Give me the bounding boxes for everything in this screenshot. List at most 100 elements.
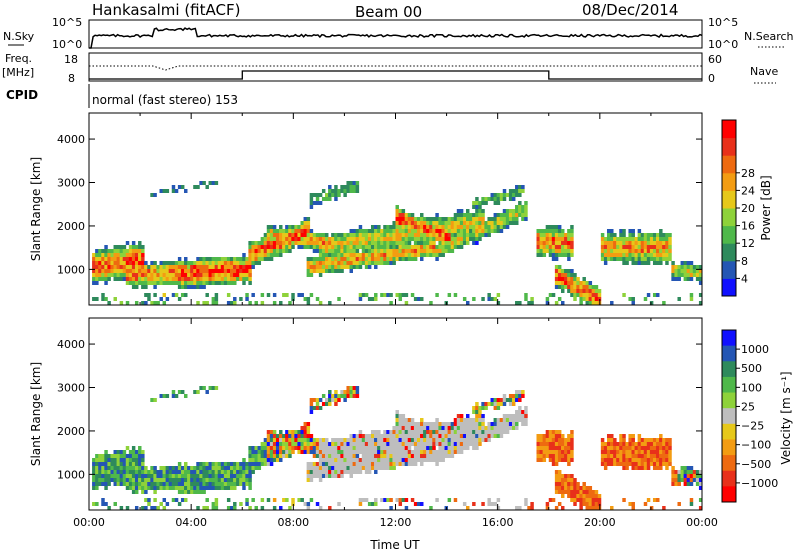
power-cell: [331, 241, 335, 245]
power-cell: [226, 293, 231, 297]
power-cell: [453, 241, 458, 245]
velocity-cell: [594, 506, 599, 510]
power-cell: [150, 269, 154, 273]
velocity-cell: [119, 458, 124, 462]
velocity-cell: [168, 486, 173, 490]
power-cell: [300, 237, 304, 241]
power-cell: [444, 241, 449, 245]
power-cell: [303, 225, 308, 229]
power-cell: [386, 237, 390, 241]
power-cell: [668, 245, 672, 249]
velocity-cell: [358, 462, 363, 466]
power-cell: [447, 293, 452, 297]
power-cell: [551, 245, 556, 249]
velocity-cell: [325, 466, 329, 470]
velocity-cell: [469, 426, 473, 430]
power-cell: [631, 237, 635, 241]
power-cell: [131, 253, 136, 257]
power-cell: [361, 253, 366, 257]
power-cell: [309, 193, 314, 197]
velocity-cell: [272, 442, 277, 446]
power-cell: [125, 273, 130, 277]
power-cell: [502, 197, 507, 201]
colorbar-swatch: [722, 439, 736, 456]
power-cell: [321, 189, 326, 193]
power-cell: [226, 257, 231, 261]
velocity-cell: [401, 450, 406, 454]
velocity-cell: [395, 442, 399, 446]
velocity-cell: [104, 470, 108, 474]
velocity-cell: [355, 466, 360, 470]
power-cell: [465, 237, 470, 241]
velocity-cell: [456, 430, 461, 434]
velocity-cell: [564, 446, 568, 450]
velocity-cell: [92, 462, 96, 466]
power-cell: [588, 297, 593, 301]
power-cell: [144, 301, 148, 305]
power-cell: [321, 265, 326, 269]
velocity-cell: [484, 434, 488, 438]
power-cell: [331, 261, 335, 265]
power-cell: [168, 277, 173, 281]
velocity-cell: [610, 438, 614, 442]
velocity-cell: [637, 438, 642, 442]
power-cell: [337, 233, 341, 237]
power-cell: [395, 229, 399, 233]
velocity-cell: [349, 434, 353, 438]
velocity-cell: [518, 418, 522, 422]
power-cell: [364, 261, 369, 265]
velocity-cell: [168, 470, 173, 474]
power-cell: [233, 273, 237, 277]
power-cell: [202, 273, 206, 277]
power-cell: [401, 217, 406, 221]
power-cell: [318, 301, 323, 305]
colorbar-swatch: [722, 330, 736, 347]
power-cell: [122, 257, 127, 261]
power-cell: [545, 249, 550, 253]
velocity-cell: [325, 446, 329, 450]
power-cell: [478, 209, 482, 213]
velocity-cell: [432, 434, 436, 438]
power-cell: [285, 249, 289, 253]
power-cell: [484, 201, 488, 205]
velocity-cell: [282, 454, 286, 458]
velocity-cell: [328, 462, 332, 466]
power-cell: [542, 229, 547, 233]
power-cell: [134, 265, 139, 269]
velocity-cell: [606, 442, 611, 446]
velocity-cell: [493, 434, 498, 438]
velocity-cell: [567, 486, 571, 490]
power-cell: [570, 229, 574, 233]
velocity-cell: [180, 498, 185, 502]
power-cell: [511, 213, 516, 217]
velocity-cell: [588, 498, 593, 502]
power-cell: [554, 265, 559, 269]
velocity-cell: [622, 498, 626, 502]
velocity-cell: [423, 426, 427, 430]
velocity-cell: [337, 502, 341, 506]
velocity-cell: [309, 474, 314, 478]
velocity-cell: [536, 434, 540, 438]
velocity-cell: [266, 438, 271, 442]
power-cell: [343, 185, 347, 189]
velocity-cell: [138, 478, 142, 482]
power-cell: [392, 257, 396, 261]
velocity-cell: [318, 438, 323, 442]
power-cell: [334, 237, 338, 241]
velocity-cell: [496, 402, 501, 406]
velocity-cell: [107, 506, 111, 510]
velocity-cell: [677, 470, 681, 474]
velocity-cell: [340, 466, 344, 470]
velocity-cell: [343, 438, 347, 442]
velocity-cell: [122, 466, 127, 470]
power-cell: [508, 217, 513, 221]
velocity-cell: [551, 446, 556, 450]
power-cell: [205, 301, 209, 305]
velocity-cell: [162, 394, 167, 398]
velocity-cell: [380, 446, 384, 450]
velocity-cell: [321, 446, 326, 450]
velocity-cell: [180, 466, 185, 470]
power-cell: [331, 253, 335, 257]
velocity-cell: [671, 482, 675, 486]
power-cell: [564, 269, 568, 273]
